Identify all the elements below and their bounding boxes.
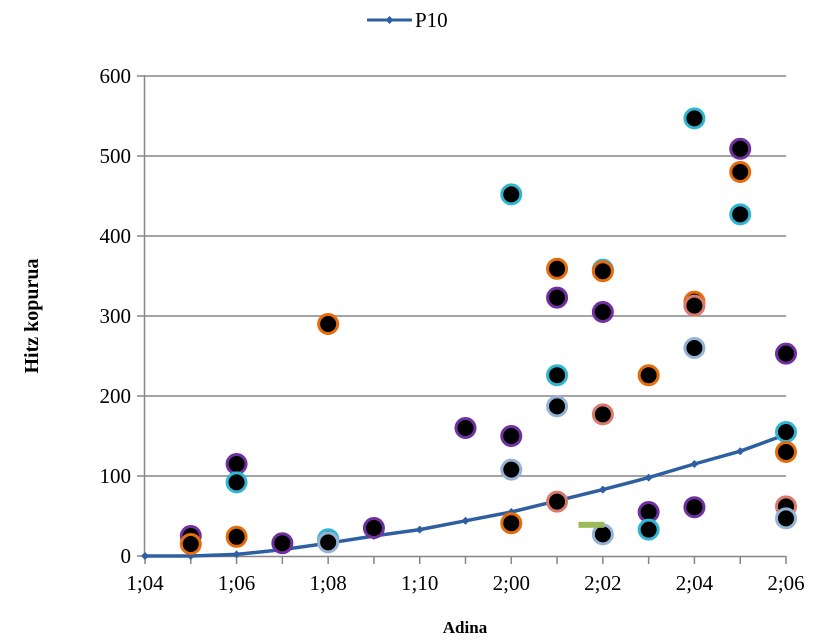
scatter-point [500,425,523,447]
y-tick-label: 200 [100,384,132,408]
scatter-point [729,137,752,160]
p10-diamond-marker [232,550,241,559]
scatter-point [546,490,569,513]
x-tick-label: 1;04 [126,571,164,595]
p10-diamond-marker [690,460,699,468]
scatter-point [683,496,706,519]
x-tick-label: 1;10 [401,571,438,595]
legend: P10 [367,8,448,32]
scatter-point [454,417,477,439]
y-tick-label: 500 [100,144,132,168]
x-tick-label: 1;08 [309,571,346,595]
scatter-point [637,518,660,541]
scatter-point [271,532,294,555]
scatter-point [683,294,706,317]
y-tick-label: 600 [100,64,132,88]
legend-label-p10: P10 [415,8,448,32]
scatter-point [362,517,385,539]
y-tick-label: 300 [100,304,132,328]
scatter-point [500,458,523,481]
scatter-point [225,453,248,475]
scatter-point [317,531,340,554]
scatter-point [729,203,752,226]
y-axis-title: Hitz kopurua [21,258,43,373]
y-tick-label: 400 [100,224,132,248]
x-tick-label: 2;02 [584,571,621,595]
scatter-point [729,161,752,183]
legend-diamond-marker [385,16,394,24]
scatter-point [775,342,797,365]
y-tick-label: 100 [100,464,132,488]
x-tick-label: 2;04 [676,571,714,595]
x-tick-label: 2;00 [493,571,530,595]
scatter-point [500,183,523,206]
scatter-point [500,512,523,535]
scatter-point [775,507,797,530]
scatter-point [683,107,706,130]
p10-diamond-marker [644,473,653,482]
scatter-points [179,107,797,555]
axes [143,75,786,558]
scatter-point [591,260,614,283]
scatter-point [546,395,569,418]
scatter-point [225,471,248,494]
scatter-point [179,533,202,555]
p10-diamond-marker [415,525,424,534]
p10-diamond-marker [736,447,745,456]
x-tick-label: 1;06 [218,571,255,595]
dash-marker [578,521,605,528]
scatter-point [591,403,614,426]
scatter-point [775,421,797,443]
scatter-point [637,364,660,387]
p10-diamond-marker [461,516,470,525]
scatter-point [546,257,569,280]
x-axis-title: Adina [443,618,488,637]
scatter-point [317,313,340,335]
scatter-point [546,364,569,387]
scatter-point [775,441,797,463]
scatter-point [546,286,569,309]
y-tick-labels: 0 100 200 300 400 500 600 [100,64,132,568]
scatter-point [683,337,706,359]
x-tick-labels: 1;04 1;06 1;08 1;10 2;00 2;02 2;04 2;06 [126,571,804,595]
p10-diamond-marker [141,552,149,560]
scatter-point [225,525,248,548]
y-tick-label: 0 [121,544,132,568]
gridlines [137,75,787,564]
x-tick-label: 2;06 [767,571,804,595]
scatter-point [591,301,614,323]
p10-diamond-marker [598,485,607,494]
